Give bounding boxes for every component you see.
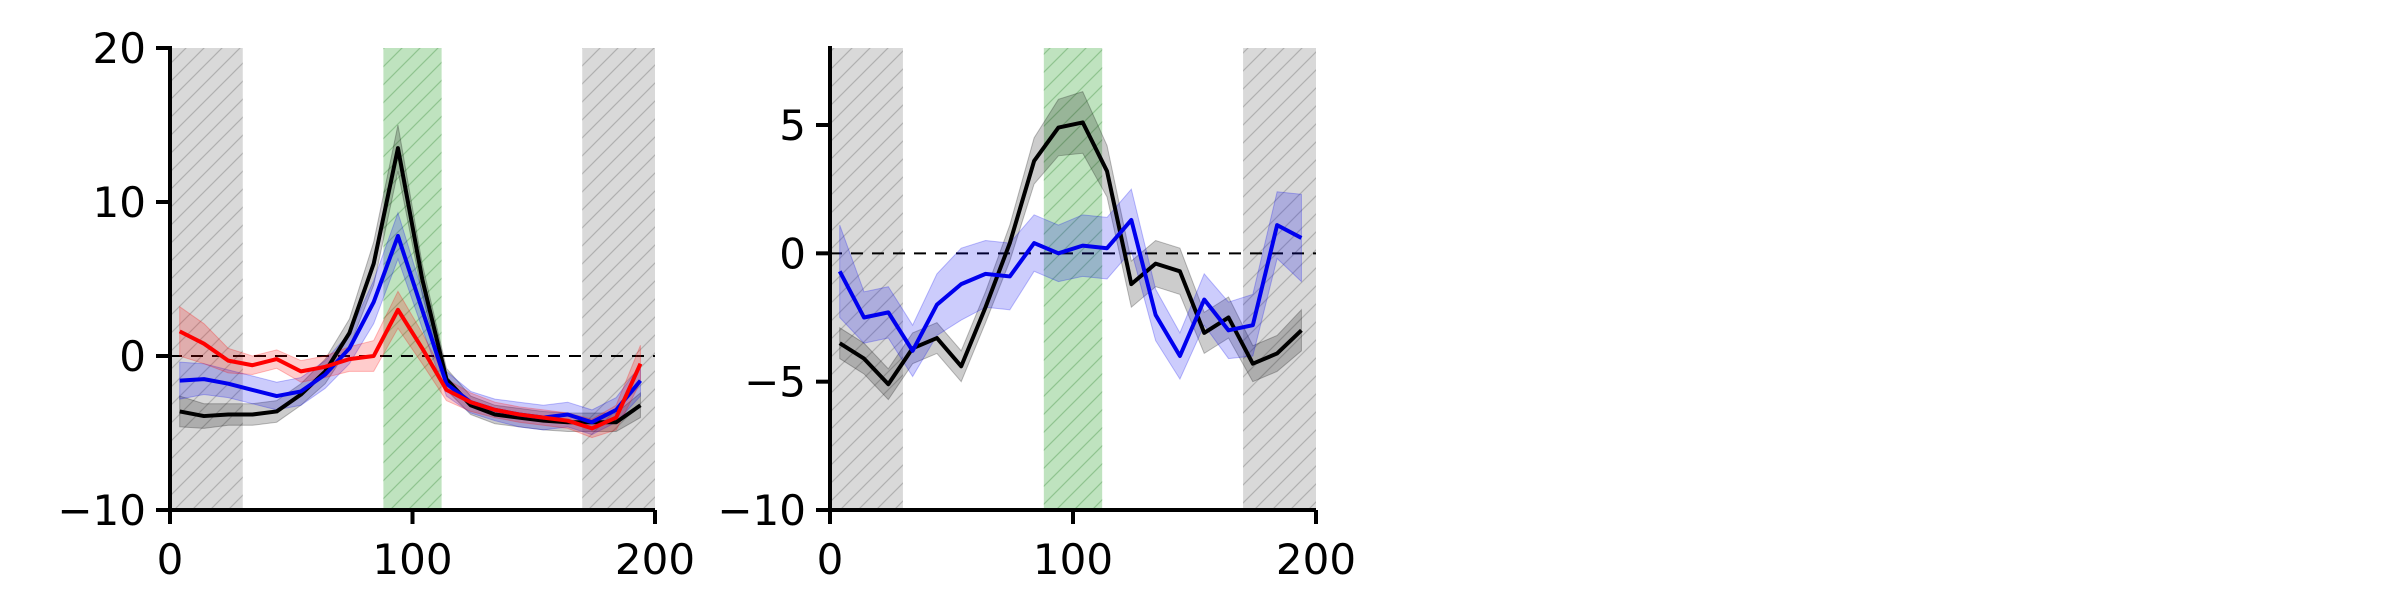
x-tick-label: 100 [372,535,452,584]
series-band-blue [839,188,1302,381]
series-band-black [839,91,1302,401]
series-line-blue [179,233,642,425]
y-tick-label: 5 [779,101,806,150]
x-tick-label: 200 [1276,535,1356,584]
y-tick-label: 0 [119,332,146,381]
y-tick-label: 0 [779,229,806,278]
y-tick-label: 20 [93,24,146,73]
y-tick-label: 10 [93,178,146,227]
series-line-red [178,307,643,431]
x-tick-label: 0 [817,535,844,584]
series-band-black [179,124,641,432]
shaded-region-hatch [170,48,243,510]
series-line-blue [837,217,1303,358]
y-tick-label: −10 [717,486,806,535]
shaded-region-hatch [582,48,655,510]
x-tick-label: 0 [157,535,184,584]
x-tick-label: 200 [615,535,695,584]
x-tick-label: 100 [1033,535,1113,584]
y-tick-label: −10 [57,486,146,535]
y-tick-label: −5 [744,358,806,407]
shaded-region-hatch [1243,48,1316,510]
